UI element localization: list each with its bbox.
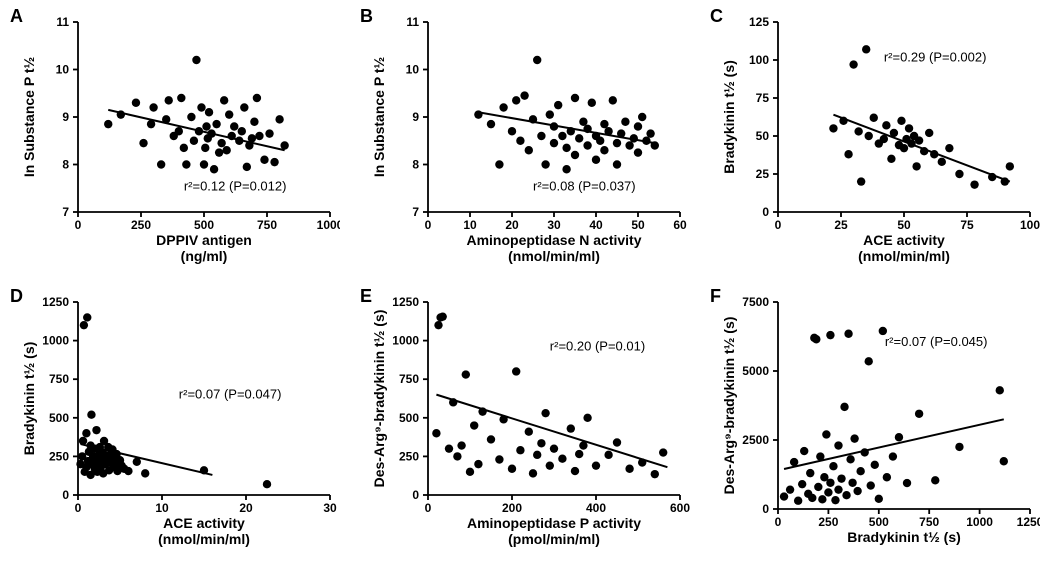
svg-text:750: 750 xyxy=(49,372,69,386)
svg-text:50: 50 xyxy=(631,218,645,232)
svg-text:0: 0 xyxy=(62,488,69,502)
chart-e: 0 200 400 600 0 250 500 750 1000 1250 Aminopeptida… xyxy=(370,290,690,555)
svg-text:Bradykinin t½ (s): Bradykinin t½ (s) xyxy=(847,529,961,545)
panel-c: C 02550751000255075100125ACE activity(nm… xyxy=(700,0,1050,280)
chart-c: 0 25 50 75 100 0 25 50 75 100 125 ACE activity(nmol… xyxy=(720,10,1040,272)
svg-text:25: 25 xyxy=(834,218,848,232)
svg-text:Des-Arg⁹-bradykinin t½ (s): Des-Arg⁹-bradykinin t½ (s) xyxy=(371,310,387,488)
svg-text:1000: 1000 xyxy=(317,218,340,232)
svg-text:5000: 5000 xyxy=(742,364,769,378)
svg-text:11: 11 xyxy=(56,15,69,29)
svg-text:r²=0.29 (P=0.002): r²=0.29 (P=0.002) xyxy=(884,50,987,65)
svg-text:0: 0 xyxy=(762,502,769,516)
svg-text:(nmol/min/ml): (nmol/min/ml) xyxy=(158,531,250,547)
svg-text:1000: 1000 xyxy=(966,515,993,529)
svg-text:25: 25 xyxy=(756,167,770,181)
svg-text:9: 9 xyxy=(412,110,419,124)
svg-text:7500: 7500 xyxy=(742,295,769,309)
svg-text:7: 7 xyxy=(62,205,69,219)
svg-text:0: 0 xyxy=(762,205,769,219)
svg-text:r²=0.12 (P=0.012): r²=0.12 (P=0.012) xyxy=(184,179,287,194)
svg-text:40: 40 xyxy=(589,218,603,232)
svg-text:500: 500 xyxy=(49,411,69,425)
svg-text:125: 125 xyxy=(749,15,769,29)
svg-text:100: 100 xyxy=(749,53,769,67)
panel-e: E 0200400600025050075010001250Aminopepti… xyxy=(350,280,700,563)
svg-text:8: 8 xyxy=(62,158,69,172)
svg-text:Bradykinin t½ (s): Bradykinin t½ (s) xyxy=(721,60,737,174)
svg-text:750: 750 xyxy=(919,515,939,529)
svg-text:1000: 1000 xyxy=(392,334,419,348)
svg-text:10: 10 xyxy=(56,63,70,77)
svg-text:250: 250 xyxy=(49,449,69,463)
svg-text:30: 30 xyxy=(547,218,561,232)
svg-text:ACE activity: ACE activity xyxy=(163,515,245,531)
svg-text:ACE activity: ACE activity xyxy=(863,232,945,248)
svg-text:(pmol/min/ml): (pmol/min/ml) xyxy=(508,531,600,547)
svg-text:(nmol/min/ml): (nmol/min/ml) xyxy=(858,248,950,264)
panel-d: D 0102030025050075010001250ACE activity(… xyxy=(0,280,350,563)
svg-text:0: 0 xyxy=(412,488,419,502)
svg-text:0: 0 xyxy=(75,218,82,232)
svg-text:In Substance P t½: In Substance P t½ xyxy=(371,57,387,178)
svg-text:250: 250 xyxy=(399,449,419,463)
svg-text:50: 50 xyxy=(756,129,770,143)
svg-text:DPPIV antigen: DPPIV antigen xyxy=(156,232,252,248)
svg-text:75: 75 xyxy=(960,218,974,232)
svg-text:750: 750 xyxy=(257,218,277,232)
svg-text:r²=0.20 (P=0.01): r²=0.20 (P=0.01) xyxy=(550,339,645,354)
svg-text:100: 100 xyxy=(1020,218,1040,232)
svg-text:0: 0 xyxy=(775,218,782,232)
svg-text:30: 30 xyxy=(323,501,337,515)
svg-text:600: 600 xyxy=(670,501,690,515)
svg-text:20: 20 xyxy=(239,501,253,515)
figure-grid: A 025050075010007891011DPPIV antigen(ng/… xyxy=(0,0,1050,563)
chart-f: 0 250 500 750 1000 1250 0 2500 5000 7500 Bradykini… xyxy=(720,290,1040,555)
svg-text:0: 0 xyxy=(425,218,432,232)
svg-text:Aminopeptidase P activity: Aminopeptidase P activity xyxy=(467,515,641,531)
chart-d: 0 10 20 30 0 250 500 750 1000 1250 ACE activity(nm… xyxy=(20,290,340,555)
svg-text:In Substance P t½: In Substance P t½ xyxy=(21,57,37,178)
svg-text:9: 9 xyxy=(62,110,69,124)
svg-text:10: 10 xyxy=(463,218,477,232)
svg-text:1250: 1250 xyxy=(392,295,419,309)
svg-text:10: 10 xyxy=(406,63,420,77)
svg-text:500: 500 xyxy=(194,218,214,232)
svg-text:20: 20 xyxy=(505,218,519,232)
svg-text:11: 11 xyxy=(406,15,419,29)
svg-text:Des-Arg⁹-bradykinin t½ (s): Des-Arg⁹-bradykinin t½ (s) xyxy=(721,317,737,495)
svg-text:0: 0 xyxy=(75,501,82,515)
svg-text:1250: 1250 xyxy=(42,295,69,309)
chart-a: 0 250 500 750 1000 7 8 9 10 11 DPPIV antigen(ng/ml… xyxy=(20,10,340,272)
svg-text:75: 75 xyxy=(756,91,770,105)
chart-b: 0 10 20 30 40 50 60 7 8 9 10 11 Aminopeptidase N act… xyxy=(370,10,690,272)
svg-text:500: 500 xyxy=(399,411,419,425)
svg-text:(nmol/min/ml): (nmol/min/ml) xyxy=(508,248,600,264)
svg-text:0: 0 xyxy=(425,501,432,515)
svg-text:250: 250 xyxy=(818,515,838,529)
svg-text:10: 10 xyxy=(155,501,169,515)
svg-text:8: 8 xyxy=(412,158,419,172)
panel-f: F 0250500750100012500250050007500Bradyki… xyxy=(700,280,1050,563)
panel-a: A 025050075010007891011DPPIV antigen(ng/… xyxy=(0,0,350,280)
svg-text:400: 400 xyxy=(586,501,606,515)
svg-text:r²=0.07 (P=0.047): r²=0.07 (P=0.047) xyxy=(179,387,282,402)
svg-text:(ng/ml): (ng/ml) xyxy=(181,248,228,264)
panel-b: B 01020304050607891011Aminopeptidase N a… xyxy=(350,0,700,280)
svg-text:Aminopeptidase N activity: Aminopeptidase N activity xyxy=(466,232,641,248)
svg-text:1000: 1000 xyxy=(42,334,69,348)
svg-text:250: 250 xyxy=(131,218,151,232)
svg-text:50: 50 xyxy=(897,218,911,232)
svg-text:r²=0.08 (P=0.037): r²=0.08 (P=0.037) xyxy=(533,179,636,194)
svg-text:1250: 1250 xyxy=(1017,515,1040,529)
svg-text:200: 200 xyxy=(502,501,522,515)
svg-text:r²=0.07 (P=0.045): r²=0.07 (P=0.045) xyxy=(885,334,988,349)
svg-text:500: 500 xyxy=(869,515,889,529)
svg-text:2500: 2500 xyxy=(742,433,769,447)
svg-text:Bradykinin t½ (s): Bradykinin t½ (s) xyxy=(21,342,37,456)
svg-text:7: 7 xyxy=(412,205,419,219)
svg-text:0: 0 xyxy=(775,515,782,529)
svg-text:60: 60 xyxy=(673,218,687,232)
svg-text:750: 750 xyxy=(399,372,419,386)
